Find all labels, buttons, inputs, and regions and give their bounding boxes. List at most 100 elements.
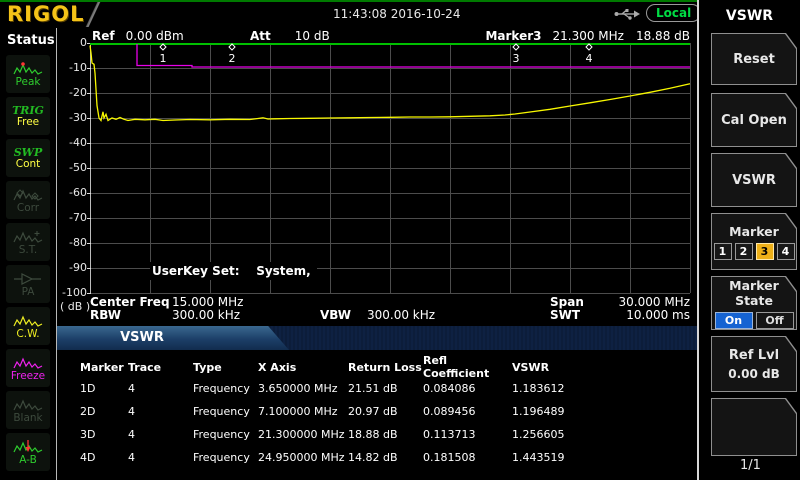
softkey-label: Cal Open — [721, 113, 787, 128]
table-cell: 4D — [80, 451, 128, 464]
table-row: 2D4Frequency7.100000 MHz20.97 dB0.089456… — [80, 400, 697, 423]
waveform-corr-icon — [13, 187, 43, 203]
table-cell: 3.650000 MHz — [258, 382, 348, 395]
table-cell: 0.089456 — [423, 405, 512, 418]
swt-label: SWT — [550, 309, 580, 322]
table-row: 3D4Frequency21.300000 MHz18.88 dB0.11371… — [80, 423, 697, 446]
svg-text:3: 3 — [513, 52, 520, 65]
softkey-label: Reset — [733, 52, 775, 67]
ref-value: 0.00 dBm — [126, 29, 184, 43]
softkey-ref-lvl[interactable]: Ref Lvl0.00 dB — [711, 336, 797, 392]
y-tick-label: -30 — [57, 111, 87, 124]
status-title: Status — [0, 28, 56, 51]
toggle-off[interactable]: Off — [756, 312, 794, 329]
y-tick-label: -60 — [57, 186, 87, 199]
svg-text:4: 4 — [586, 52, 593, 65]
datetime-display: 11:43:08 2016-10-24 — [333, 7, 460, 21]
table-row: 4D4Frequency24.950000 MHz14.82 dB0.18150… — [80, 446, 697, 469]
status-item-freeze: Freeze — [6, 349, 50, 387]
status-item-cw: C.W. — [6, 307, 50, 345]
table-cell: 4 — [128, 451, 193, 464]
status-item-sweep-time: S.T. — [6, 223, 50, 261]
table-cell: Frequency — [193, 428, 258, 441]
y-tick-label: -90 — [57, 261, 87, 274]
waveform-ab-icon — [13, 439, 43, 455]
status-label: Freeze — [11, 371, 45, 382]
table-header-cell: Return Loss — [348, 361, 423, 374]
table-header-cell: Marker — [80, 361, 128, 374]
softkey-marker[interactable]: Marker 1234 — [711, 213, 797, 270]
status-label: C.W. — [16, 329, 39, 340]
marker-readout[interactable]: Marker321.300 MHz18.88 dB — [485, 29, 690, 44]
marker-select-4[interactable]: 4 — [777, 243, 795, 260]
table-header-cell: Refl Coefficient — [423, 354, 512, 380]
swt-value[interactable]: 10.000 ms — [626, 309, 690, 322]
svg-text:1: 1 — [160, 52, 167, 65]
status-sidebar: Status PeakTRIGFreeSWPContCorrS.T.PAC.W.… — [0, 28, 57, 480]
table-row: 1D4Frequency3.650000 MHz21.51 dB0.084086… — [80, 377, 697, 400]
marker-table: MarkerTraceTypeX AxisReturn LossRefl Coe… — [80, 354, 697, 469]
table-cell: 1.196489 — [512, 405, 697, 418]
ref-level-readout[interactable]: Ref0.00 dBm — [92, 29, 184, 44]
vswr-bar-title: VSWR — [57, 326, 227, 350]
marker-readout-amp: 18.88 dB — [636, 29, 690, 43]
freq-info-row-2: RBW 300.00 kHz VBW 300.00 kHz SWT 10.000… — [57, 309, 697, 322]
table-cell: 20.97 dB — [348, 405, 423, 418]
status-item-a-minus-b: A-B — [6, 433, 50, 471]
table-cell: 1.183612 — [512, 382, 697, 395]
marker-2-flag: 2 — [229, 44, 236, 65]
local-remote-badge[interactable]: Local — [646, 4, 701, 22]
rbw-value[interactable]: 300.00 kHz — [172, 309, 240, 322]
y-tick-label: -50 — [57, 161, 87, 174]
status-label: Cont — [16, 159, 41, 170]
softkey-label: VSWR — [732, 173, 776, 188]
table-cell: 7.100000 MHz — [258, 405, 348, 418]
status-item-peak: Peak — [6, 55, 50, 93]
vbw-value[interactable]: 300.00 kHz — [367, 309, 435, 322]
att-value: 10 dB — [295, 29, 330, 43]
softkey-cal-open[interactable]: Cal Open — [711, 93, 797, 147]
marker-select-2[interactable]: 2 — [735, 243, 753, 260]
vbw-label: VBW — [320, 309, 351, 322]
main-display: Ref0.00 dBm Att 10 dB Marker321.300 MHz18… — [57, 28, 697, 480]
marker-select-3[interactable]: 3 — [756, 243, 774, 260]
y-tick-label: -20 — [57, 86, 87, 99]
table-cell: 2D — [80, 405, 128, 418]
softkey-reset[interactable]: Reset — [711, 33, 797, 85]
softkey-marker-state[interactable]: Marker State OnOff — [711, 276, 797, 330]
y-tick-label: 0 — [57, 36, 87, 49]
softkey-label: Marker State — [712, 278, 796, 308]
top-bar: RIGOL 11:43:08 2016-10-24 Local — [0, 0, 697, 29]
status-label: Peak — [16, 77, 41, 88]
softkey-value: 0.00 dB — [728, 367, 780, 381]
softkey-vswr[interactable]: VSWR — [711, 153, 797, 207]
softkey-menu-title: VSWR — [699, 8, 800, 24]
att-label: Att — [250, 29, 271, 43]
rigol-logo: RIGOL — [7, 2, 84, 26]
status-list: PeakTRIGFreeSWPContCorrS.T.PAC.W.FreezeB… — [0, 55, 56, 471]
logo-diagonal-accent — [76, 2, 110, 27]
table-cell: Frequency — [193, 405, 258, 418]
toggle-on[interactable]: On — [715, 312, 753, 329]
waveform-peak-icon — [13, 61, 43, 77]
table-cell: 0.084086 — [423, 382, 512, 395]
table-cell: 4 — [128, 428, 193, 441]
pa-icon — [13, 271, 43, 287]
attenuation-readout: Att 10 dB — [250, 29, 330, 43]
softkey-blank — [711, 398, 797, 456]
status-label: Free — [17, 117, 39, 128]
table-cell: 24.950000 MHz — [258, 451, 348, 464]
y-tick-label: -70 — [57, 211, 87, 224]
instrument-screen: RIGOL 11:43:08 2016-10-24 Local Status P… — [0, 0, 800, 480]
status-item-correction: Corr — [6, 181, 50, 219]
y-tick-label: -40 — [57, 136, 87, 149]
softkey-label: Marker — [729, 224, 779, 239]
marker-select-1[interactable]: 1 — [714, 243, 732, 260]
readout-row: Ref0.00 dBm Att 10 dB Marker321.300 MHz18… — [57, 29, 690, 44]
table-header-cell: Type — [193, 361, 258, 374]
table-cell: 18.88 dB — [348, 428, 423, 441]
usb-icon — [614, 8, 640, 20]
table-cell: Frequency — [193, 451, 258, 464]
status-item-preamp: PA — [6, 265, 50, 303]
waveform-st-icon — [13, 229, 43, 245]
